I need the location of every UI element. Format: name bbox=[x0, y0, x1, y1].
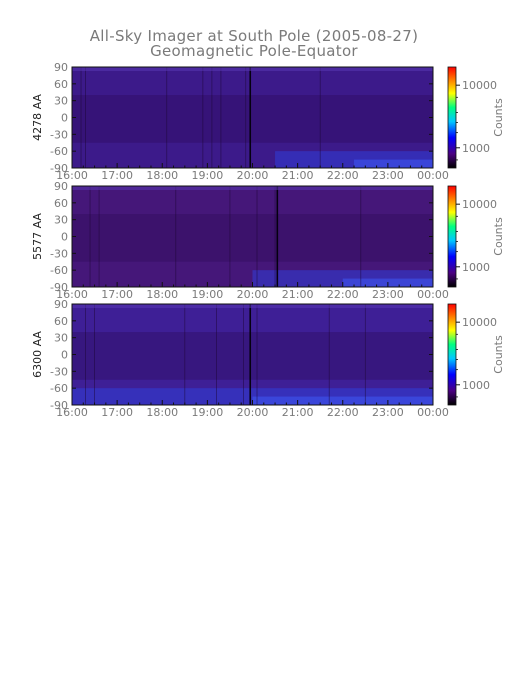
y-tick-label: 0 bbox=[61, 349, 68, 362]
pole-rim bbox=[72, 304, 433, 308]
colorbar-tick-label: 1000 bbox=[462, 142, 490, 155]
colorbar-label: Counts bbox=[492, 98, 505, 137]
x-tick-label: 22:00 bbox=[327, 406, 359, 419]
colorbar bbox=[447, 303, 457, 406]
y-tick-label: 90 bbox=[54, 298, 68, 311]
x-tick-label: 23:00 bbox=[372, 406, 404, 419]
x-tick-label: 18:00 bbox=[146, 169, 178, 182]
colorbar-tick-label: 10000 bbox=[462, 79, 497, 92]
y-tick-label: -60 bbox=[50, 264, 68, 277]
x-tick-label: 17:00 bbox=[101, 169, 133, 182]
dark-midband bbox=[72, 214, 433, 262]
x-tick-label: 17:00 bbox=[101, 406, 133, 419]
y-tick-label: -30 bbox=[50, 128, 68, 141]
y-tick-label: -90 bbox=[50, 281, 68, 294]
x-tick-label: 18:00 bbox=[146, 406, 178, 419]
x-tick-label: 16:00 bbox=[56, 288, 88, 301]
y-tick-label: -60 bbox=[50, 145, 68, 158]
x-tick-label: 17:00 bbox=[101, 288, 133, 301]
x-tick-label: 23:00 bbox=[372, 169, 404, 182]
chart-title: All-Sky Imager at South Pole (2005-08-27… bbox=[90, 27, 418, 45]
y-tick-label: -90 bbox=[50, 399, 68, 412]
y-tick-label: 90 bbox=[54, 61, 68, 74]
y-tick-label: -90 bbox=[50, 162, 68, 175]
x-tick-label: 21:00 bbox=[282, 288, 314, 301]
panel-ylabel: 6300 AA bbox=[31, 331, 44, 378]
y-tick-label: 0 bbox=[61, 112, 68, 125]
x-tick-label: 19:00 bbox=[192, 169, 224, 182]
x-tick-label: 22:00 bbox=[327, 288, 359, 301]
y-tick-label: -30 bbox=[50, 247, 68, 260]
colorbar-tick-label: 10000 bbox=[462, 198, 497, 211]
colorbar-tick-label: 1000 bbox=[462, 379, 490, 392]
dark-midband bbox=[72, 332, 433, 380]
y-tick-label: 60 bbox=[54, 197, 68, 210]
colorbar bbox=[447, 185, 457, 288]
y-tick-label: 30 bbox=[54, 214, 68, 227]
pole-rim bbox=[72, 67, 433, 71]
y-tick-label: 60 bbox=[54, 78, 68, 91]
colorbar-tick-label: 1000 bbox=[462, 261, 490, 274]
colorbar-label: Counts bbox=[492, 217, 505, 256]
chart-subtitle: Geomagnetic Pole-Equator bbox=[150, 42, 358, 60]
x-tick-label: 19:00 bbox=[192, 406, 224, 419]
x-tick-label: 00:00 bbox=[417, 288, 449, 301]
y-tick-label: -60 bbox=[50, 382, 68, 395]
pole-rim bbox=[72, 186, 433, 190]
x-tick-label: 18:00 bbox=[146, 288, 178, 301]
dark-midband bbox=[72, 95, 433, 143]
x-tick-label: 22:00 bbox=[327, 169, 359, 182]
x-tick-label: 20:00 bbox=[237, 169, 269, 182]
blue-enhancement-strong bbox=[354, 159, 433, 168]
y-tick-label: 0 bbox=[61, 231, 68, 244]
x-tick-label: 16:00 bbox=[56, 169, 88, 182]
x-tick-label: 16:00 bbox=[56, 406, 88, 419]
x-tick-label: 21:00 bbox=[282, 169, 314, 182]
panel-ylabel: 4278 AA bbox=[31, 94, 44, 141]
colorbar bbox=[447, 66, 457, 169]
y-tick-label: 30 bbox=[54, 332, 68, 345]
x-tick-label: 00:00 bbox=[417, 406, 449, 419]
y-tick-label: 90 bbox=[54, 180, 68, 193]
x-tick-label: 19:00 bbox=[192, 288, 224, 301]
x-tick-label: 20:00 bbox=[237, 288, 269, 301]
x-tick-label: 00:00 bbox=[417, 169, 449, 182]
y-tick-label: 30 bbox=[54, 95, 68, 108]
y-tick-label: -30 bbox=[50, 365, 68, 378]
y-tick-label: 60 bbox=[54, 315, 68, 328]
panel-ylabel: 5577 AA bbox=[31, 213, 44, 260]
colorbar-label: Counts bbox=[492, 335, 505, 374]
x-tick-label: 23:00 bbox=[372, 288, 404, 301]
colorbar-tick-label: 10000 bbox=[462, 316, 497, 329]
x-tick-label: 20:00 bbox=[237, 406, 269, 419]
x-tick-label: 21:00 bbox=[282, 406, 314, 419]
